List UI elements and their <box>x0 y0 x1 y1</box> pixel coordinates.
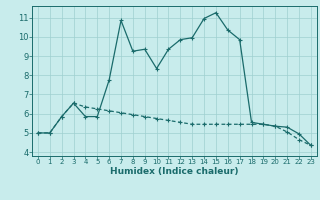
X-axis label: Humidex (Indice chaleur): Humidex (Indice chaleur) <box>110 167 239 176</box>
